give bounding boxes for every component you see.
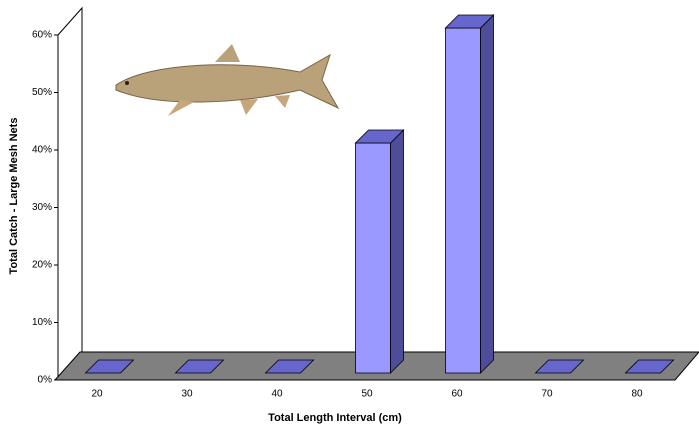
bar-top	[354, 129, 405, 144]
bar-top	[264, 359, 315, 374]
y-tick-label: 0%	[38, 375, 53, 386]
x-tick-label: 70	[541, 389, 553, 400]
y-tick-label: 30%	[32, 202, 52, 213]
x-tick-label: 20	[91, 389, 103, 400]
bar-side	[480, 14, 494, 374]
x-axis-title: Total Length Interval (cm)	[268, 412, 402, 424]
y-tick-label: 50%	[32, 87, 52, 98]
bar	[84, 359, 135, 374]
y-tick-label: 40%	[32, 145, 52, 156]
bar	[174, 359, 225, 374]
bar-front	[445, 27, 481, 374]
x-tick-label: 80	[631, 389, 643, 400]
bar-top	[84, 359, 135, 374]
bar	[534, 359, 585, 374]
bar-side	[390, 129, 404, 374]
bar	[264, 359, 315, 374]
fish-image	[115, 44, 340, 116]
x-tick-label: 30	[181, 389, 193, 400]
x-tick-label: 60	[451, 389, 463, 400]
bar-top	[624, 359, 675, 374]
bar	[624, 359, 675, 374]
y-axis-title: Total Catch - Large Mesh Nets	[8, 118, 20, 275]
x-tick-label: 50	[361, 389, 373, 400]
y-tick-label: 20%	[32, 260, 52, 271]
y-tick-label: 10%	[32, 317, 52, 328]
bar	[354, 129, 405, 374]
bar	[444, 14, 495, 374]
bar-top	[174, 359, 225, 374]
bar-top	[444, 14, 495, 29]
y-tick-label: 60%	[32, 30, 52, 41]
bar-top	[534, 359, 585, 374]
bar-front	[355, 142, 391, 374]
x-tick-label: 40	[271, 389, 283, 400]
